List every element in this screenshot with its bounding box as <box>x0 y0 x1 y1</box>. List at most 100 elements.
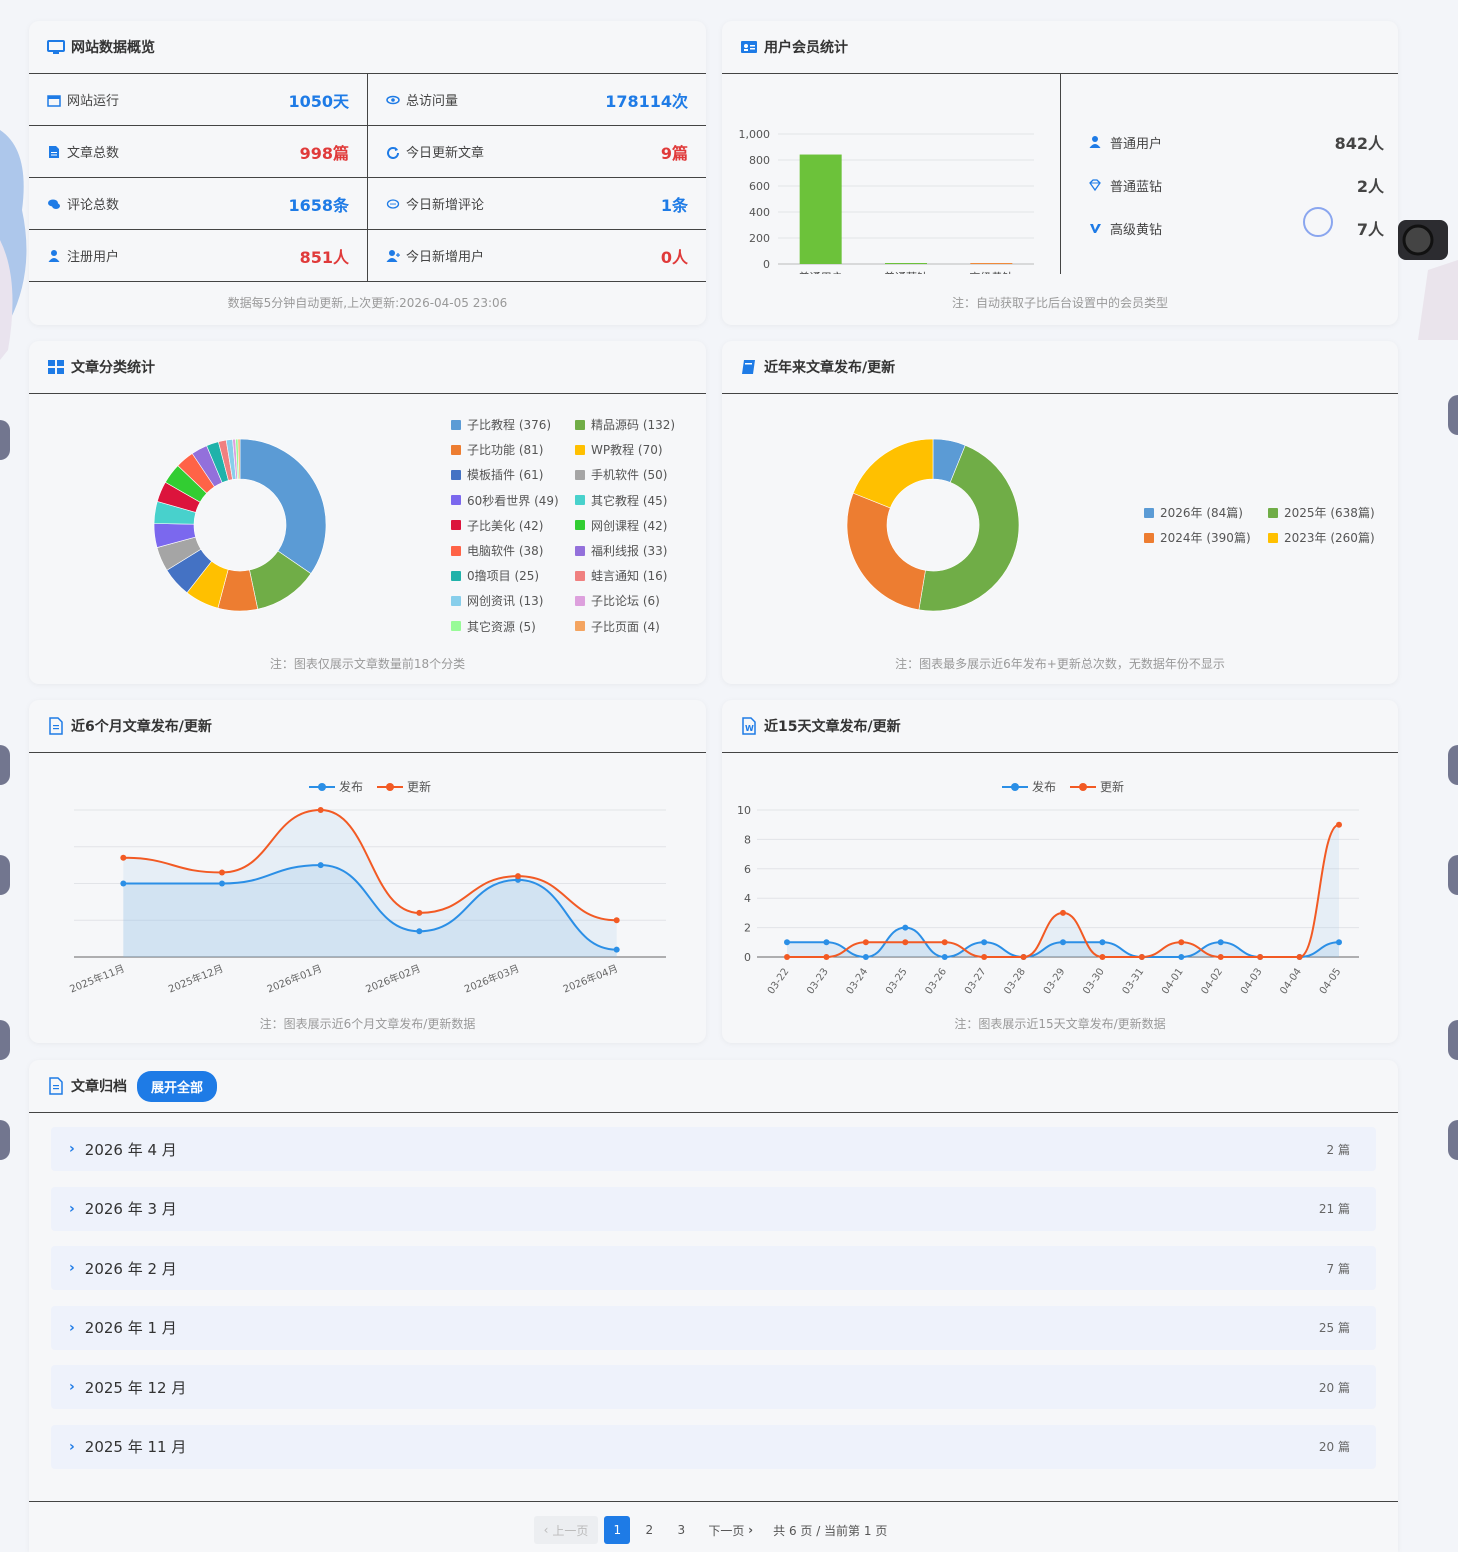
data-point[interactable] <box>862 954 869 960</box>
page-3-button[interactable]: 3 <box>677 1523 686 1537</box>
data-point[interactable] <box>416 928 423 935</box>
legend-update[interactable]: 更新 <box>1070 778 1124 795</box>
data-point[interactable] <box>515 873 521 880</box>
stat-value: 0人 <box>660 247 688 267</box>
pie-slice[interactable] <box>846 492 926 611</box>
archive-row[interactable]: › 2026 年 4 月 2 篇 <box>51 1127 1376 1171</box>
data-point[interactable] <box>120 880 127 887</box>
x-tick-label: 04-03 <box>1239 966 1265 996</box>
area-fill <box>123 865 617 957</box>
pie-slice[interactable] <box>852 438 934 509</box>
legend-label: 2025年 (638篇) <box>1284 506 1375 520</box>
data-point[interactable] <box>317 807 324 813</box>
data-point[interactable] <box>1178 939 1185 946</box>
legend-item[interactable]: 其它资源 (5) <box>451 618 536 635</box>
data-point[interactable] <box>1336 939 1342 946</box>
archive-row[interactable]: › 2026 年 1 月 25 篇 <box>51 1305 1376 1350</box>
legend-item[interactable]: 60秒看世界 (49) <box>451 492 559 509</box>
pie-slice[interactable] <box>239 438 327 575</box>
next-page-button[interactable]: 下一页 › <box>700 1516 761 1544</box>
archive-title: 文章归档 <box>71 1079 127 1095</box>
legend-update[interactable]: 更新 <box>377 778 431 795</box>
pie-slice[interactable] <box>918 444 1020 612</box>
data-point[interactable] <box>219 880 225 887</box>
bar[interactable] <box>799 154 842 264</box>
legend-item[interactable]: 子比页面 (4) <box>575 618 660 635</box>
data-point[interactable] <box>1060 909 1066 916</box>
legend-item[interactable]: 子比美化 (42) <box>451 517 543 534</box>
data-point[interactable] <box>1336 821 1342 828</box>
data-point[interactable] <box>1217 939 1224 946</box>
page-1-button[interactable]: 1 <box>604 1516 631 1544</box>
legend-item[interactable]: 网创课程 (42) <box>575 517 667 534</box>
data-point[interactable] <box>1257 954 1264 960</box>
data-point[interactable] <box>416 909 423 916</box>
archive-row[interactable]: › 2025 年 11 月 20 篇 <box>51 1424 1376 1469</box>
next-page-label: 下一页 <box>708 1523 745 1538</box>
legend-item[interactable]: 手机软件 (50) <box>575 466 667 483</box>
legend-label: 电脑软件 (38) <box>467 544 544 558</box>
data-point[interactable] <box>1020 954 1027 960</box>
members-note: 注：自动获取子比后台设置中的会员类型 <box>951 296 1168 310</box>
legend-item[interactable]: 福利线报 (33) <box>575 542 667 559</box>
data-point[interactable] <box>613 917 620 924</box>
legend-item[interactable]: 网创资讯 (13) <box>451 592 543 609</box>
data-point[interactable] <box>1217 954 1224 960</box>
data-point[interactable] <box>823 954 830 960</box>
months-legend: 发布 更新 <box>309 778 431 795</box>
data-point[interactable] <box>981 939 988 946</box>
data-point[interactable] <box>1296 954 1303 960</box>
legend-item[interactable]: 子比教程 (376) <box>451 416 551 433</box>
bar[interactable] <box>970 263 1013 264</box>
archive-row[interactable]: › 2026 年 2 月 7 篇 <box>51 1246 1376 1290</box>
legend-item[interactable]: 模板插件 (61) <box>451 466 543 483</box>
legend-item[interactable]: WP教程 (70) <box>575 441 663 458</box>
legend-item[interactable]: 精品源码 (132) <box>575 416 675 433</box>
data-point[interactable] <box>902 924 909 931</box>
stat-item: 网站运行 1050天 <box>29 74 368 126</box>
data-point[interactable] <box>981 954 988 960</box>
legend-item[interactable]: 子比论坛 (6) <box>575 592 660 609</box>
legend-item[interactable]: 子比功能 (81) <box>451 441 543 458</box>
legend-item[interactable]: 电脑软件 (38) <box>451 542 543 559</box>
legend-publish[interactable]: 发布 <box>1002 778 1056 795</box>
pie-slice[interactable] <box>237 438 241 480</box>
bar[interactable] <box>885 263 927 264</box>
stat-item: 总访问量 178114次 <box>368 74 706 126</box>
legend-label: 子比论坛 (6) <box>591 594 660 609</box>
data-point[interactable] <box>317 862 324 869</box>
data-point[interactable] <box>862 939 869 946</box>
legend-item[interactable]: 0撸项目 (25) <box>451 567 539 584</box>
data-point[interactable] <box>823 939 830 946</box>
data-point[interactable] <box>1178 954 1185 960</box>
chevron-right-icon: › <box>69 1319 75 1336</box>
data-point[interactable] <box>784 939 790 946</box>
archive-row[interactable]: › 2026 年 3 月 21 篇 <box>51 1186 1376 1231</box>
legend-item[interactable]: 2023年 (260篇) <box>1268 529 1375 546</box>
data-point[interactable] <box>219 869 225 876</box>
legend-publish[interactable]: 发布 <box>309 778 363 795</box>
data-point[interactable] <box>613 946 620 953</box>
legend-update-label: 更新 <box>407 780 432 794</box>
archive-row[interactable]: › 2025 年 12 月 20 篇 <box>51 1365 1376 1409</box>
legend-item[interactable]: 2026年 (84篇) <box>1144 504 1243 521</box>
data-point[interactable] <box>941 954 948 960</box>
side-decoration <box>0 855 10 895</box>
data-point[interactable] <box>1060 939 1066 946</box>
data-point[interactable] <box>1099 939 1106 946</box>
legend-item[interactable]: 2024年 (390篇) <box>1144 529 1251 546</box>
legend-item[interactable]: 2025年 (638篇) <box>1268 504 1375 521</box>
legend-label: 精品源码 (132) <box>591 418 676 432</box>
data-point[interactable] <box>902 939 909 946</box>
expand-all-button[interactable]: 展开全部 <box>137 1070 218 1102</box>
data-point[interactable] <box>1099 954 1106 960</box>
data-point[interactable] <box>941 939 948 946</box>
legend-item[interactable]: 其它教程 (45) <box>575 492 667 509</box>
stat-label: 今日新增用户 <box>386 246 484 265</box>
data-point[interactable] <box>784 954 790 960</box>
data-point[interactable] <box>1138 954 1145 960</box>
data-point[interactable] <box>120 854 127 861</box>
legend-item[interactable]: 蛙言通知 (16) <box>575 567 667 584</box>
prev-page-button[interactable]: ‹ 上一页 <box>533 1516 599 1544</box>
page-2-button[interactable]: 2 <box>645 1523 654 1537</box>
